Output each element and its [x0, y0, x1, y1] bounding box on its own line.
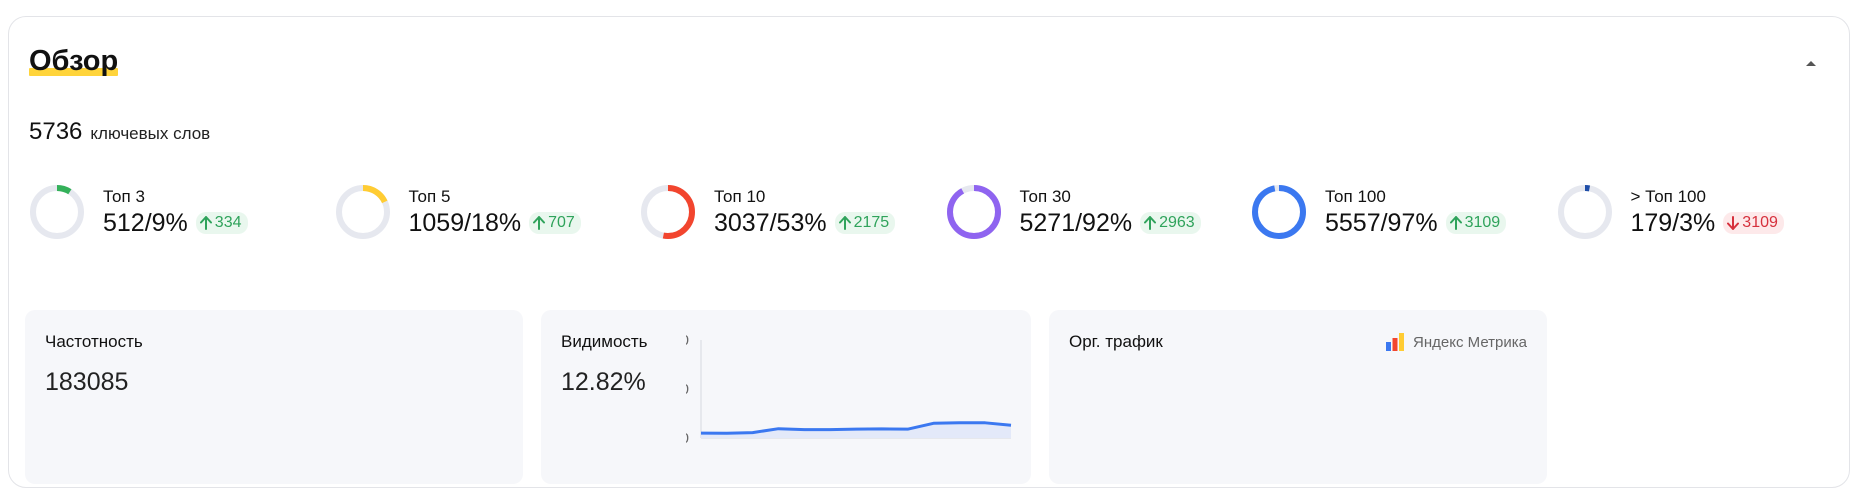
top-label: > Топ 100 — [1630, 186, 1706, 206]
frequency-panel: Частотность 183085 — [25, 310, 523, 484]
top-value: 1059/18% — [408, 208, 522, 237]
keywords-summary: 5736 ключевых слов — [29, 118, 210, 146]
donut-arc — [30, 185, 84, 239]
yandex-metrika-link[interactable]: Яндекс Метрика — [1385, 332, 1527, 352]
y-tick-label: 0 — [686, 430, 689, 447]
delta-badge: 707 — [529, 212, 581, 234]
top-row: 3037/53% 2175 — [714, 208, 896, 238]
top-info: Топ 10 3037/53% 2175 — [714, 186, 896, 238]
traffic-panel: Орг. трафик Яндекс Метрика — [1049, 310, 1547, 484]
top-label: Топ 10 — [714, 186, 766, 206]
visibility-value: 12.82% — [561, 368, 646, 396]
top-value: 179/3% — [1630, 208, 1716, 237]
donut-arc — [946, 185, 1001, 239]
delta-badge: 3109 — [1723, 212, 1784, 234]
top-info: Топ 100 5557/97% 3109 — [1325, 186, 1507, 238]
donut-chart — [30, 185, 84, 239]
top-value: 5271/92% — [1019, 208, 1133, 237]
delta-value: 707 — [548, 214, 575, 231]
visibility-chart: 0 50 100 — [686, 332, 1012, 447]
top-row: 512/9% 334 — [103, 209, 248, 238]
donut-chart — [946, 185, 1001, 239]
yandex-metrika-label: Яндекс Метрика — [1413, 333, 1527, 351]
top-row: 1059/18% 707 — [409, 209, 581, 238]
top-item: Топ 10 3037/53% 2175 — [640, 177, 896, 247]
top-label: Топ 30 — [1019, 186, 1071, 206]
collapse-icon[interactable] — [1803, 55, 1819, 71]
donut-chart — [1252, 185, 1306, 239]
top-positions: Топ 3 512/9% 334 Топ 5 1059/18% 707 Топ 10 3037… — [29, 177, 1849, 247]
arrow-down-icon — [1727, 216, 1740, 230]
top-label: Топ 100 — [1325, 186, 1386, 206]
y-tick-label: 100 — [686, 332, 689, 349]
delta-badge: 3109 — [1445, 212, 1507, 234]
delta-value: 3109 — [1464, 214, 1501, 231]
top-info: Топ 3 512/9% 334 — [103, 187, 248, 238]
delta-badge: 2963 — [1140, 212, 1201, 234]
delta-value: 2963 — [1159, 214, 1195, 231]
y-tick-label: 50 — [686, 381, 689, 398]
arrow-up-icon — [1449, 216, 1462, 230]
top-value: 5557/97% — [1325, 208, 1438, 237]
top-row: 5271/92% 2963 — [1020, 209, 1201, 238]
top-value: 3037/53% — [714, 208, 827, 237]
top-item: Топ 30 5271/92% 2963 — [946, 177, 1201, 247]
page-title: Обзор — [29, 45, 119, 78]
top-info: Топ 30 5271/92% 2963 — [1020, 187, 1201, 238]
top-item: > Топ 100 179/3% 3109 — [1557, 177, 1784, 247]
donut-arc — [1252, 185, 1306, 239]
arrow-up-icon — [838, 216, 851, 230]
overview-card: Обзор 5736 ключевых слов Топ 3 512/9% 334 Т… — [8, 16, 1850, 488]
delta-value: 3109 — [1742, 214, 1778, 231]
donut-arc — [1557, 185, 1612, 239]
keywords-label: ключевых слов — [90, 124, 211, 143]
delta-value: 2175 — [853, 214, 890, 231]
top-item: Топ 5 1059/18% 707 — [335, 177, 581, 247]
top-item: Топ 3 512/9% 334 — [29, 177, 248, 247]
donut-arc — [335, 185, 390, 239]
delta-badge: 334 — [195, 212, 248, 234]
top-info: Топ 5 1059/18% 707 — [409, 187, 581, 238]
top-row: 5557/97% 3109 — [1325, 208, 1507, 238]
donut-chart — [1557, 185, 1612, 239]
frequency-value: 183085 — [45, 368, 129, 396]
arrow-up-icon — [199, 216, 212, 230]
top-label: Топ 5 — [408, 186, 451, 206]
visibility-panel: Видимость 12.82% 0 50 100 — [541, 310, 1031, 484]
delta-badge: 2175 — [834, 212, 896, 234]
delta-value: 334 — [214, 214, 242, 231]
top-info: > Топ 100 179/3% 3109 — [1631, 187, 1784, 238]
donut-track — [1557, 185, 1612, 239]
page-title-text: Обзор — [29, 45, 119, 77]
donut-track — [30, 185, 84, 239]
arrow-up-icon — [533, 216, 546, 230]
donut-chart — [641, 185, 695, 239]
visibility-title: Видимость — [561, 332, 648, 351]
top-value: 512/9% — [103, 208, 188, 237]
top-label: Топ 3 — [103, 186, 145, 206]
keywords-count: 5736 — [29, 118, 83, 145]
top-row: 179/3% 3109 — [1631, 209, 1784, 238]
title-underline — [29, 68, 119, 76]
frequency-title: Частотность — [45, 332, 143, 351]
donut-chart — [335, 185, 390, 239]
yandex-metrika-icon — [1386, 333, 1405, 351]
donut-arc — [641, 185, 695, 239]
overview-header: Обзор — [29, 45, 119, 78]
traffic-title: Орг. трафик — [1069, 332, 1163, 351]
arrow-up-icon — [1144, 216, 1157, 230]
top-item: Топ 100 5557/97% 3109 — [1251, 177, 1507, 247]
